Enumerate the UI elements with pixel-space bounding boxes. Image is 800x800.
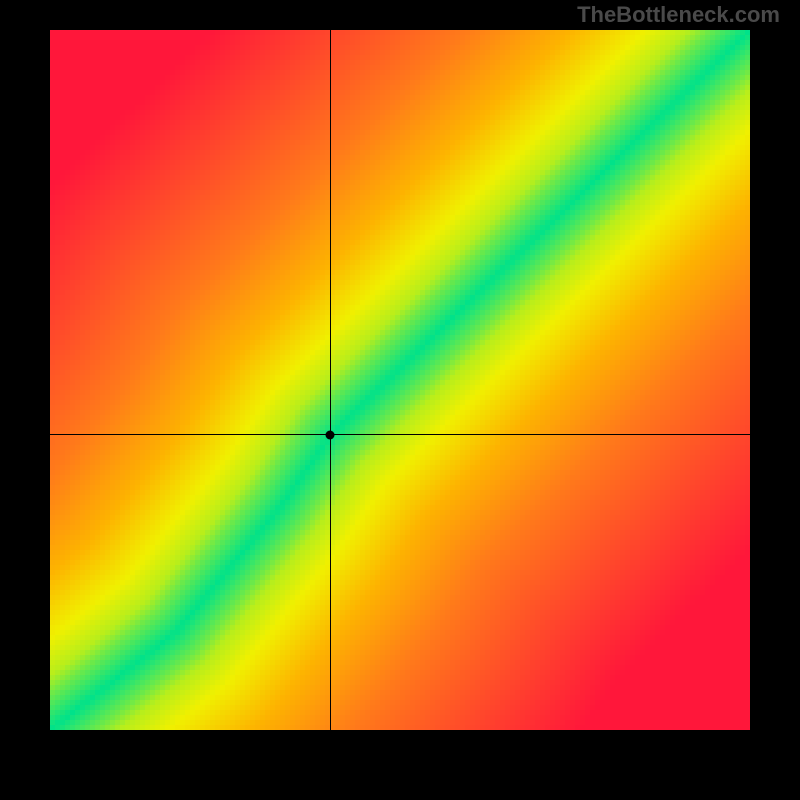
crosshair-vertical	[330, 30, 331, 730]
crosshair-horizontal	[50, 434, 750, 435]
plot-area	[50, 30, 750, 730]
marker-dot	[326, 430, 335, 439]
bottleneck-heatmap	[50, 30, 750, 730]
watermark-text: TheBottleneck.com	[577, 2, 780, 28]
